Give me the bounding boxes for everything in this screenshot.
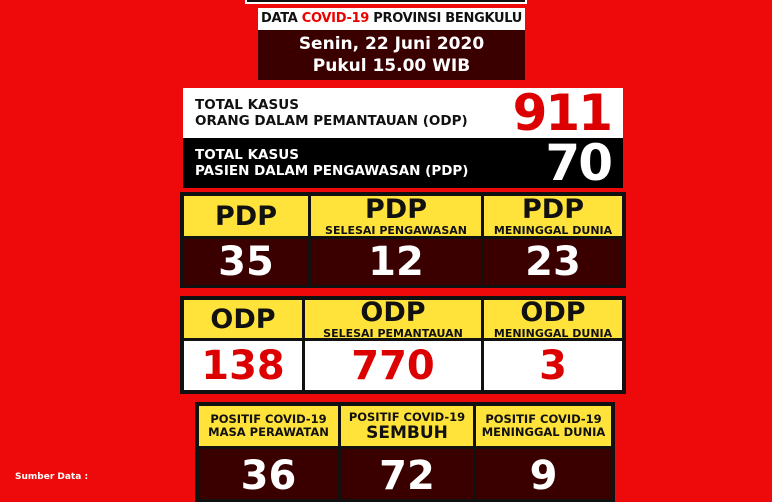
date-text: Senin, 22 Juni 2020 (298, 34, 485, 54)
label: ORANG DALAM PEMANTAUAN (ODP) (195, 113, 468, 129)
label: TOTAL KASUS (195, 147, 299, 163)
stat-value: 36 (199, 449, 338, 499)
stat-value: 3 (484, 341, 622, 390)
stat-value: 138 (184, 341, 302, 390)
stat-value: 23 (484, 239, 622, 285)
time-text: Pukul 15.00 WIB (312, 56, 471, 76)
stat-header: POSITIF COVID-19 SEMBUH (341, 406, 473, 446)
total-pdp-value: 70 (545, 134, 613, 192)
odp-panel: ODP ODP SELESAI PEMANTAUAN ODP MENINGGAL D… (180, 296, 626, 394)
stat-value: 72 (341, 449, 473, 499)
stat-header: POSITIF COVID-19 MENINGGAL DUNIA (476, 406, 611, 446)
label: TOTAL KASUS (195, 97, 299, 113)
top-bar (245, 0, 527, 4)
stat-header: POSITIF COVID-19 MASA PERAWATAN (199, 406, 338, 446)
stat-header: ODP MENINGGAL DUNIA (484, 299, 622, 339)
source-label: Sumber Data : (15, 472, 89, 482)
stat-value: 35 (184, 239, 308, 285)
stat-value: 12 (311, 239, 481, 285)
stat-header: PDP MENINGGAL DUNIA (484, 196, 622, 236)
stat-header: PDP (184, 196, 308, 236)
positive-panel: POSITIF COVID-19 MASA PERAWATAN POSITIF C… (195, 402, 615, 502)
stat-value: 770 (305, 341, 481, 390)
label: PASIEN DALAM PENGAWASAN (PDP) (195, 163, 469, 179)
stat-value: 9 (476, 449, 611, 499)
total-odp-value: 911 (512, 84, 613, 142)
stat-header: ODP (184, 300, 302, 338)
total-pdp: TOTAL KASUS PASIEN DALAM PENGAWASAN (PDP)… (183, 134, 623, 192)
stat-header: ODP SELESAI PEMANTAUAN (305, 299, 481, 339)
stat-header: PDP SELESAI PENGAWASAN (311, 196, 481, 236)
date-block: Senin, 22 Juni 2020 Pukul 15.00 WIB (258, 30, 525, 80)
pdp-panel: PDP PDP SELESAI PENGAWASAN PDP MENINGGAL D… (180, 192, 626, 288)
total-odp: TOTAL KASUS ORANG DALAM PEMANTAUAN (ODP) 9… (183, 84, 623, 142)
infographic-title: DATA COVID-19 PROVINSI BENGKULU (258, 8, 525, 30)
